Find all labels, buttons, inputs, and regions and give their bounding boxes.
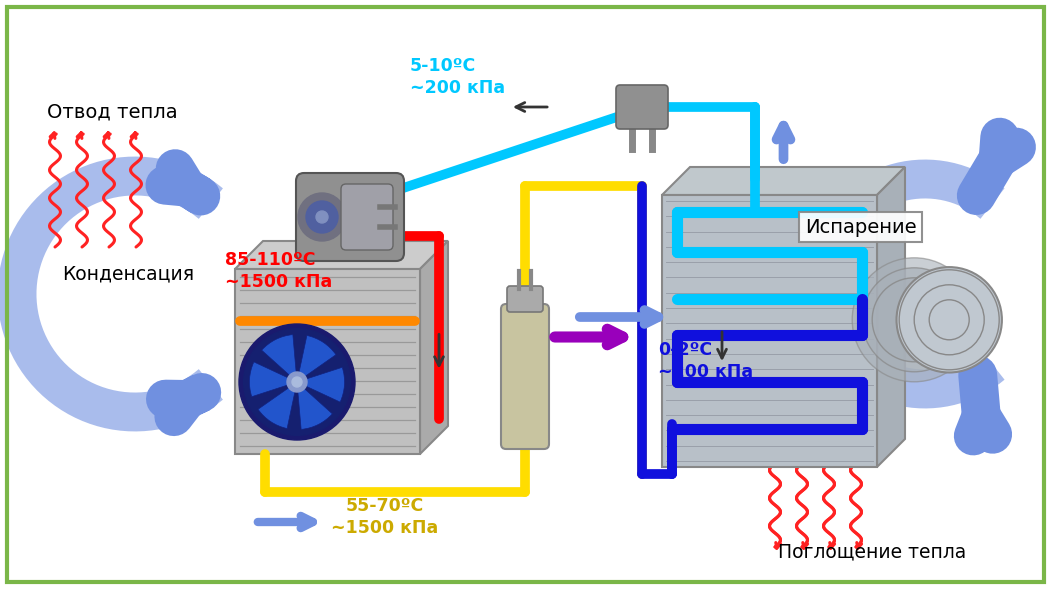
FancyBboxPatch shape: [501, 304, 549, 449]
FancyBboxPatch shape: [662, 195, 877, 467]
Circle shape: [872, 278, 956, 362]
FancyBboxPatch shape: [296, 173, 404, 261]
FancyBboxPatch shape: [616, 85, 668, 129]
Circle shape: [897, 267, 1002, 372]
Text: Поглощение тепла: Поглощение тепла: [778, 542, 966, 561]
Circle shape: [316, 211, 328, 223]
FancyBboxPatch shape: [341, 184, 393, 250]
Text: 0-2ºС
~200 кПа: 0-2ºС ~200 кПа: [658, 341, 754, 381]
Wedge shape: [297, 336, 336, 382]
Circle shape: [852, 258, 976, 382]
Wedge shape: [262, 335, 297, 382]
Circle shape: [298, 193, 346, 241]
Text: 85-110ºС
~1500 кПа: 85-110ºС ~1500 кПа: [225, 251, 332, 291]
Wedge shape: [249, 362, 297, 397]
Circle shape: [244, 329, 350, 435]
Circle shape: [306, 201, 338, 233]
Text: 5-10ºС
~200 кПа: 5-10ºС ~200 кПа: [410, 57, 506, 97]
Circle shape: [292, 377, 302, 387]
Text: Испарение: Испарение: [805, 217, 916, 237]
FancyBboxPatch shape: [507, 286, 543, 312]
Circle shape: [239, 324, 355, 440]
Circle shape: [287, 372, 307, 392]
Text: Отвод тепла: Отвод тепла: [46, 102, 178, 121]
Polygon shape: [877, 167, 905, 467]
Circle shape: [862, 268, 966, 372]
Polygon shape: [662, 167, 905, 195]
Wedge shape: [297, 368, 345, 402]
Text: Конденсация: Конденсация: [62, 264, 194, 283]
Wedge shape: [259, 382, 297, 429]
Polygon shape: [235, 241, 448, 269]
Polygon shape: [420, 241, 448, 454]
Wedge shape: [297, 382, 332, 429]
FancyBboxPatch shape: [235, 269, 420, 454]
Text: 55-70ºС
~1500 кПа: 55-70ºС ~1500 кПа: [331, 497, 438, 537]
